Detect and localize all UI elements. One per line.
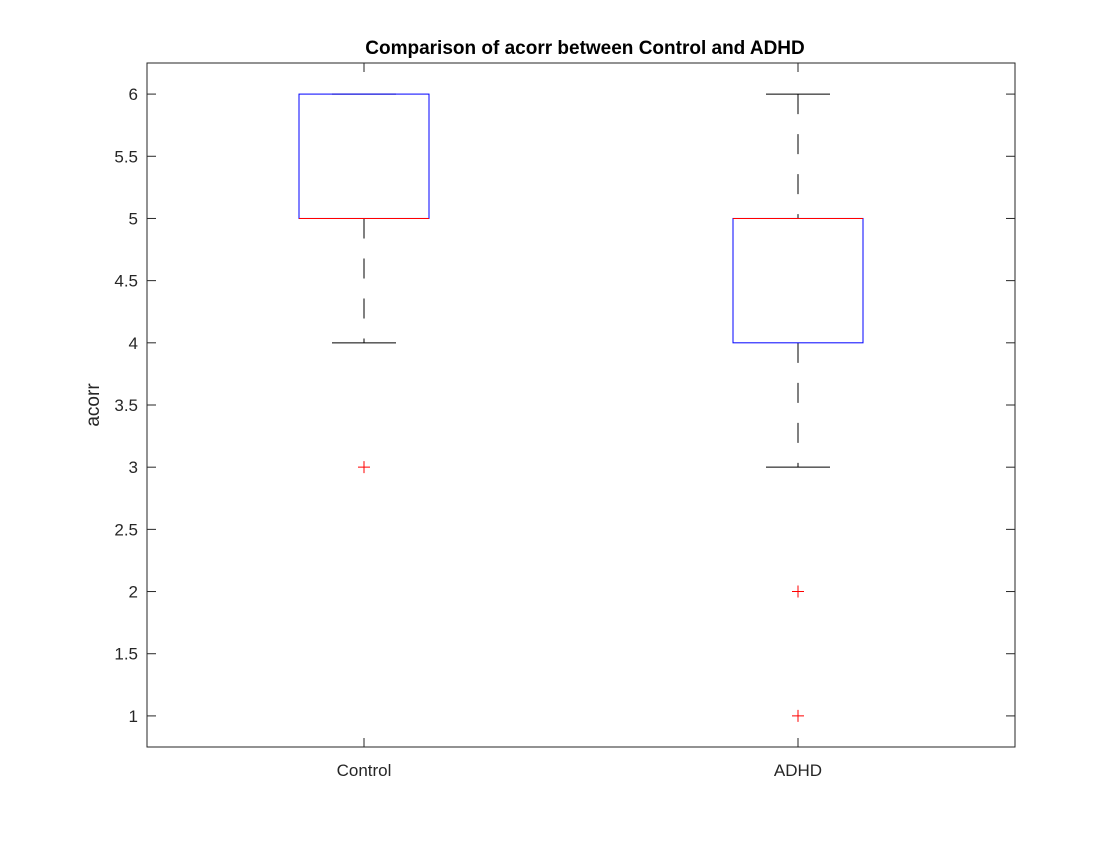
plot-area: 1 1.5 2 2.5 3 3.5 4 4.5 5 5.5 6 Control ADHD [114,62,1016,780]
y-tick-label: 3 [129,458,138,477]
y-tick-label: 4 [129,334,138,353]
y-tick-label: 1 [129,707,138,726]
control-outlier-marker [358,461,370,474]
control-box [298,93,430,219]
x-tick-label: Control [337,761,392,780]
chart-title: Comparison of acorr between Control and … [365,38,805,59]
y-tick-label: 3.5 [114,396,138,415]
axes-frame [146,62,1016,748]
y-tick-label: 5 [129,209,138,228]
x-tick-label: ADHD [774,761,822,780]
y-tick-label: 2 [129,583,138,602]
y-tick-label: 5.5 [114,147,138,166]
y-tick-label: 4.5 [114,272,138,291]
y-tick-label: 6 [129,85,138,104]
y-axis-label: acorr [83,383,104,427]
y-tick-label: 1.5 [114,645,138,664]
adhd-outlier-marker [792,585,804,598]
adhd-outlier-marker [792,709,804,722]
y-tick-label: 2.5 [114,520,138,539]
adhd-box [732,217,864,344]
